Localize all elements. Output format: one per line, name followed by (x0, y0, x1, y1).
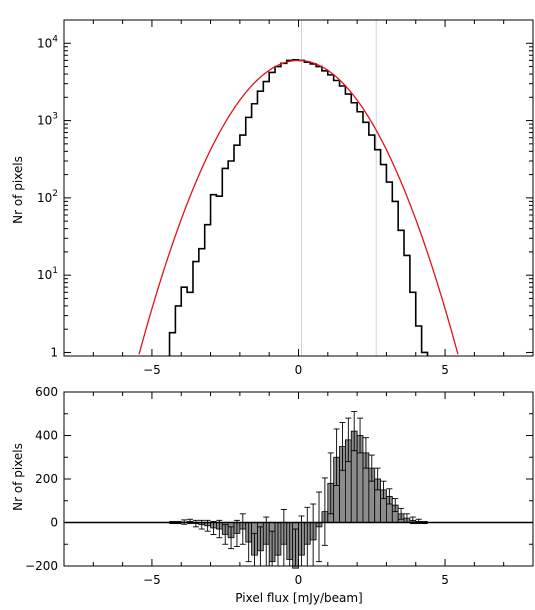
error-bar (269, 530, 276, 566)
y-tick-label: 200 (35, 472, 58, 486)
error-bar (351, 411, 358, 452)
top-y-axis-label: Nr of pixels (11, 156, 25, 224)
error-bar (380, 480, 387, 500)
y-tick-label: 0 (50, 516, 58, 530)
error-bar (316, 491, 323, 563)
error-bar (327, 452, 334, 515)
error-bar (304, 506, 311, 566)
y-tick-label: 101 (37, 266, 58, 282)
top-histogram-steps (168, 59, 429, 356)
error-bar (298, 515, 305, 566)
top-guide-lines (301, 20, 377, 356)
bottom-y-tick-labels: −200 0 200 400 600 (25, 385, 58, 573)
error-bar (280, 509, 287, 566)
y-tick-label: −200 (25, 559, 58, 573)
error-bar (321, 477, 328, 546)
top-tick-marks (63, 19, 534, 356)
error-bar (392, 498, 399, 513)
x-tick-label: 0 (295, 573, 303, 587)
top-y-tick-labels: 1 101 102 103 104 (37, 34, 58, 359)
error-bar (345, 417, 352, 463)
error-bar (368, 454, 375, 482)
x-tick-label: −5 (143, 363, 161, 377)
y-tick-label: 102 (37, 189, 58, 205)
error-bar (233, 519, 240, 547)
bottom-residual-bars (169, 430, 428, 569)
error-bar (339, 422, 346, 471)
top-histogram-panel: 1 101 102 103 104 Nr of pixels −5 0 5 (11, 19, 534, 377)
histogram-step-line (168, 59, 429, 356)
error-bar (228, 526, 235, 550)
error-bar (374, 467, 381, 491)
error-bar (239, 513, 246, 545)
top-plot-frame (63, 19, 534, 357)
error-bar (398, 507, 405, 520)
error-bar (251, 532, 258, 566)
bottom-residual-panel: −200 0 200 400 600 −5 0 5 Nr of pixels Pixel f… (11, 385, 534, 605)
x-tick-label: −5 (143, 573, 161, 587)
y-tick-label: 104 (37, 34, 58, 50)
x-tick-label: 0 (295, 363, 303, 377)
error-bar (310, 503, 317, 566)
x-axis-label: Pixel flux [mJy/beam] (235, 591, 362, 605)
top-gaussian-fit (138, 59, 459, 355)
bottom-y-axis-label: Nr of pixels (11, 443, 25, 511)
error-bar (210, 520, 217, 535)
top-x-tick-labels: −5 0 5 (143, 363, 449, 377)
y-tick-label: 600 (35, 385, 58, 399)
error-bar (257, 526, 264, 566)
bottom-error-bars (169, 411, 428, 566)
y-tick-label: 400 (35, 429, 58, 443)
bottom-x-tick-labels: −5 0 5 (143, 573, 449, 587)
y-tick-label: 103 (37, 112, 58, 128)
error-bar (263, 516, 270, 566)
error-bar (192, 519, 199, 528)
error-bar (333, 428, 340, 486)
error-bar (222, 524, 229, 545)
error-bar (362, 437, 369, 469)
y-tick-label: 1 (50, 345, 58, 359)
error-bar (386, 488, 393, 505)
gaussian-fit-curve (138, 59, 459, 355)
x-tick-label: 5 (441, 363, 449, 377)
x-tick-label: 5 (441, 573, 449, 587)
bottom-tick-marks (63, 391, 534, 567)
error-bar (292, 528, 299, 566)
error-bar (357, 417, 364, 454)
